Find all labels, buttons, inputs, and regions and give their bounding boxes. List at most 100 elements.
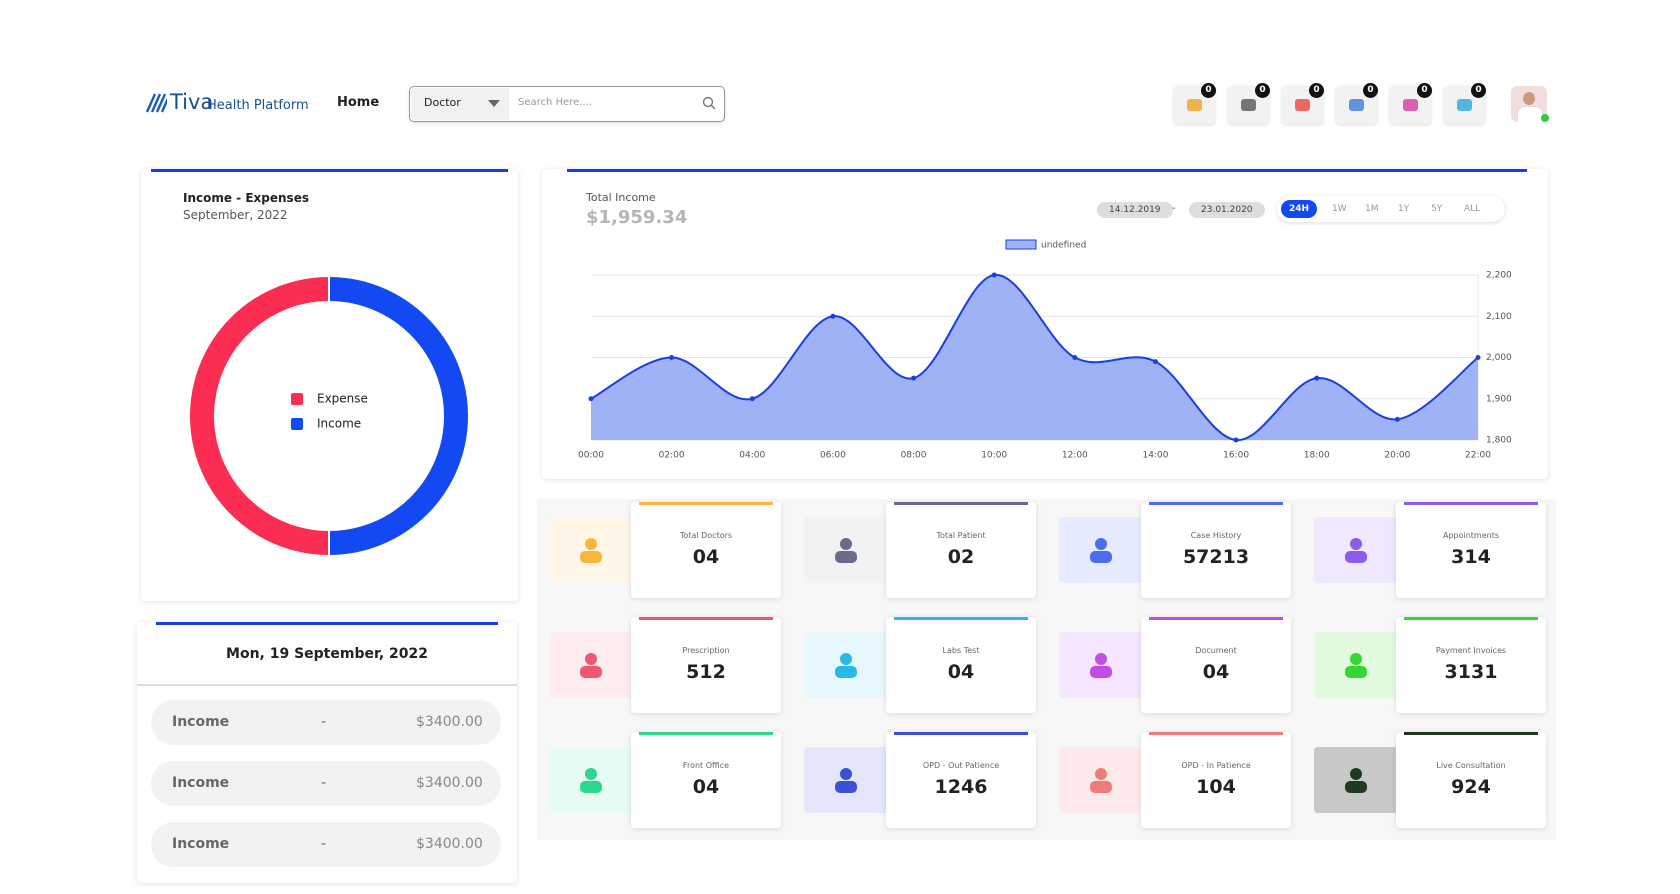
card-accent xyxy=(1404,502,1538,505)
glyph-body xyxy=(1090,551,1112,563)
stat-value: 04 xyxy=(692,776,720,798)
chart-title: Income - Expenses xyxy=(183,191,309,205)
badge: 0 xyxy=(1471,83,1486,98)
date-from[interactable]: 14.12.2019 xyxy=(1097,202,1173,218)
range-button[interactable]: 24H xyxy=(1281,200,1318,218)
stat-value: 04 xyxy=(1202,661,1230,683)
stat-icon[interactable] xyxy=(1059,747,1143,813)
icon-glyph xyxy=(835,768,857,793)
range-button[interactable]: 1W xyxy=(1332,204,1347,214)
avatar-head xyxy=(1523,92,1535,105)
stat-card[interactable]: Appointments 314 xyxy=(1396,502,1546,598)
range-button[interactable]: 1Y xyxy=(1398,204,1410,214)
search-icon xyxy=(702,96,716,110)
icon-glyph xyxy=(1090,538,1112,563)
search-input[interactable]: Search Here.... xyxy=(518,97,592,108)
stat-icon[interactable] xyxy=(549,747,633,813)
glyph-body xyxy=(835,781,857,793)
x-tick-label: 20:00 xyxy=(1384,451,1410,461)
date-card: Mon, 19 September, 2022 Income - $3400.00 In… xyxy=(137,622,517,883)
legend-label: undefined xyxy=(1041,241,1086,251)
stat-card[interactable]: Total Doctors 04 xyxy=(631,502,781,598)
stat-card[interactable]: OPD - In Patience 104 xyxy=(1141,732,1291,828)
brand: Tiva xyxy=(170,90,214,114)
x-tick-label: 06:00 xyxy=(820,451,846,461)
x-tick-label: 18:00 xyxy=(1304,451,1330,461)
card-accent xyxy=(894,502,1028,505)
badge: 0 xyxy=(1309,83,1324,98)
header-icon-button[interactable] xyxy=(1390,86,1431,124)
stat-card[interactable]: Document 04 xyxy=(1141,617,1291,713)
stat-value: 314 xyxy=(1451,546,1491,568)
card-accent xyxy=(639,732,773,735)
range-selector: 24H 1W 1M 1Y 5Y ALL xyxy=(1277,196,1505,222)
stat-icon[interactable] xyxy=(804,747,888,813)
avatar[interactable] xyxy=(1511,86,1547,122)
row-sep: - xyxy=(321,836,327,852)
x-tick-label: 08:00 xyxy=(901,451,927,461)
card-accent xyxy=(1149,732,1283,735)
range-button[interactable]: ALL xyxy=(1464,204,1481,214)
stat-icon[interactable] xyxy=(549,632,633,698)
stat-card[interactable]: OPD - Out Patience 1246 xyxy=(886,732,1036,828)
stat-icon[interactable] xyxy=(549,517,633,583)
icon-glyph xyxy=(1345,653,1367,678)
header-icon-button[interactable] xyxy=(1282,86,1323,124)
stat-icon[interactable] xyxy=(1314,632,1398,698)
x-tick-label: 02:00 xyxy=(659,451,685,461)
lens xyxy=(702,96,714,108)
stat-value: 512 xyxy=(686,661,726,683)
icon-glyph xyxy=(580,768,602,793)
y-tick-label: 1,900 xyxy=(1486,394,1512,404)
stat-icon[interactable] xyxy=(1314,747,1398,813)
glyph-head xyxy=(1095,768,1107,780)
date-to[interactable]: 23.01.2020 xyxy=(1189,202,1265,218)
stat-label: Document xyxy=(1195,646,1237,655)
caret xyxy=(488,100,500,107)
stat-icon[interactable] xyxy=(804,632,888,698)
chart-subtitle: $1,959.34 xyxy=(586,207,688,228)
row-amount: $3400.00 xyxy=(416,714,483,730)
range-button[interactable]: 1M xyxy=(1365,204,1379,214)
card-accent xyxy=(1404,617,1538,620)
y-tick-label: 2,100 xyxy=(1486,312,1512,322)
stat-card[interactable]: Front Office 04 xyxy=(631,732,781,828)
stat-icon[interactable] xyxy=(1059,632,1143,698)
glyph-body xyxy=(1090,666,1112,678)
stat-icon[interactable] xyxy=(804,517,888,583)
legend-swatch xyxy=(291,393,303,405)
dropdown[interactable]: Doctor xyxy=(424,96,461,109)
card-accent xyxy=(1149,502,1283,505)
x-tick-label: 16:00 xyxy=(1223,451,1249,461)
stat-card[interactable]: Prescription 512 xyxy=(631,617,781,713)
chart-subtitle: September, 2022 xyxy=(183,208,288,222)
stat-card[interactable]: Case History 57213 xyxy=(1141,502,1291,598)
income-row: Income - $3400.00 xyxy=(151,700,501,745)
badge: 0 xyxy=(1417,83,1432,98)
row-label: Income xyxy=(172,775,230,791)
logo-stroke xyxy=(160,97,167,113)
icon-glyph xyxy=(1187,99,1202,111)
legend-swatch xyxy=(1005,239,1037,250)
donut-slice xyxy=(328,274,470,558)
stat-card[interactable]: Live Consultation 924 xyxy=(1396,732,1546,828)
glyph-body xyxy=(1345,781,1367,793)
line-chart: 1,800 1,900 2,000 2,100 2,200 00:00 02:00 04:00… xyxy=(578,239,1512,461)
stat-card[interactable]: Total Patient 02 xyxy=(886,502,1036,598)
stat-card[interactable]: Labs Test 04 xyxy=(886,617,1036,713)
row-sep: - xyxy=(321,714,327,730)
logo-stroke xyxy=(150,93,162,113)
range-button[interactable]: 5Y xyxy=(1431,204,1443,214)
stat-icon[interactable] xyxy=(1059,517,1143,583)
stat-icon[interactable] xyxy=(1314,517,1398,583)
date-title: Mon, 19 September, 2022 xyxy=(226,646,428,662)
row-amount: $3400.00 xyxy=(416,836,483,852)
stat-value: 1246 xyxy=(934,776,988,798)
glyph-body xyxy=(835,551,857,563)
stat-card[interactable]: Payment Invoices 3131 xyxy=(1396,617,1546,713)
y-tick-label: 1,800 xyxy=(1486,436,1512,446)
nav-home[interactable]: Home xyxy=(337,95,380,110)
icon-glyph xyxy=(1345,538,1367,563)
search-bar[interactable]: Doctor Search Here.... xyxy=(409,86,725,122)
icon-glyph xyxy=(1295,99,1310,111)
